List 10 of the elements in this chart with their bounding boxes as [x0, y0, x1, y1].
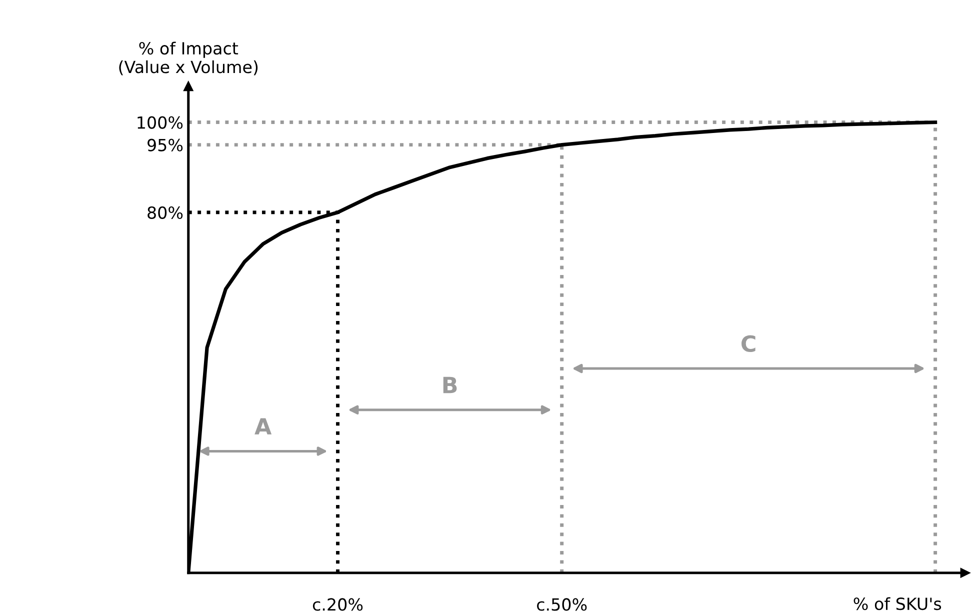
y-tick-label: 100% [138, 116, 183, 129]
annotation: C [742, 335, 756, 352]
annotation: B [443, 376, 457, 394]
y-tick-label: 95% [148, 138, 183, 152]
x-tick-label: c.20% [312, 598, 363, 611]
x-axis-title: % of SKU's [854, 597, 942, 610]
annotation: A [254, 418, 272, 434]
y-tick-label: 80% [148, 206, 183, 219]
x-tick-label: c.50% [537, 598, 587, 611]
y-axis-title: % of Impact (Value x Volume) [119, 42, 258, 76]
